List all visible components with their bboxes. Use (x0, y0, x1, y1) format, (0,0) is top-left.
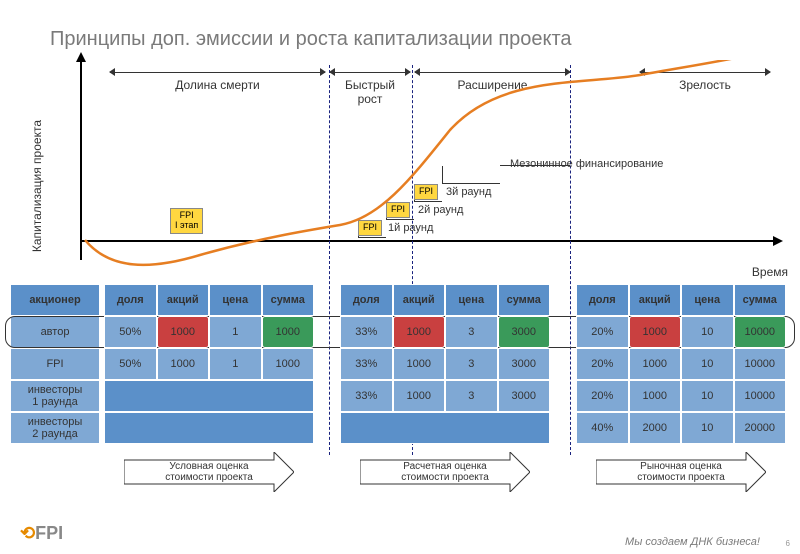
t1-r1c0: 50% (104, 348, 157, 380)
t1-r1c3: 1000 (262, 348, 315, 380)
t3-r0c3: 10000 (734, 316, 787, 348)
t2-r2c3: 3000 (498, 380, 551, 412)
t3-h1: акций (629, 284, 682, 316)
t2-r0c2: 3 (445, 316, 498, 348)
eval-arrow-1: Условная оценка стоимости проекта (124, 452, 294, 492)
t3-r1c2: 10 (681, 348, 734, 380)
t1-h2: цена (209, 284, 262, 316)
t2-r2c0: 33% (340, 380, 393, 412)
table-stage3: доля акций цена сумма 20% 1000 10 10000 … (576, 284, 786, 444)
t3-r0c2: 10 (681, 316, 734, 348)
t2-r1c0: 33% (340, 348, 393, 380)
t2-h2: цена (445, 284, 498, 316)
eval-arrow-2: Расчетная оценка стоимости проекта (360, 452, 530, 492)
page-title: Принципы доп. эмиссии и роста капитализа… (50, 28, 572, 51)
t1-r0c1: 1000 (157, 316, 210, 348)
t2-h0: доля (340, 284, 393, 316)
t1-r0c3: 1000 (262, 316, 315, 348)
t1-h0: доля (104, 284, 157, 316)
t2-h3: сумма (498, 284, 551, 316)
fpi-logo: ⟲FPI (20, 523, 63, 544)
shareholder-row-3: инвесторы 2 раунда (10, 412, 100, 444)
t3-h3: сумма (734, 284, 787, 316)
tagline: Мы создаем ДНК бизнеса! (625, 536, 760, 548)
capitalization-curve (80, 60, 780, 275)
table-stage2: доля акций цена сумма 33% 1000 3 3000 33… (340, 284, 550, 444)
t2-r1c1: 1000 (393, 348, 446, 380)
t3-r0c1: 1000 (629, 316, 682, 348)
t3-r2c2: 10 (681, 380, 734, 412)
shareholder-header: акционер (10, 284, 100, 316)
t2-r2c2: 3 (445, 380, 498, 412)
t3-h2: цена (681, 284, 734, 316)
t3-r3c1: 2000 (629, 412, 682, 444)
shareholder-row-0: автор (10, 316, 100, 348)
t1-r1c1: 1000 (157, 348, 210, 380)
table-stage1: доля акций цена сумма 50% 1000 1 1000 50… (104, 284, 314, 444)
t3-r2c3: 10000 (734, 380, 787, 412)
t2-r0c0: 33% (340, 316, 393, 348)
t2-r1c3: 3000 (498, 348, 551, 380)
y-axis-label: Капитализация проекта (30, 120, 44, 252)
t3-r3c2: 10 (681, 412, 734, 444)
t2-r0c1: 1000 (393, 316, 446, 348)
t3-r2c1: 1000 (629, 380, 682, 412)
page-number: 6 (786, 539, 790, 548)
t1-r1c2: 1 (209, 348, 262, 380)
t3-r1c3: 10000 (734, 348, 787, 380)
eval-arrow-3: Рыночная оценка стоимости проекта (596, 452, 766, 492)
t3-r3c0: 40% (576, 412, 629, 444)
t1-h3: сумма (262, 284, 315, 316)
t3-r0c0: 20% (576, 316, 629, 348)
t1-r0c2: 1 (209, 316, 262, 348)
t2-r1c2: 3 (445, 348, 498, 380)
t3-r1c0: 20% (576, 348, 629, 380)
t2-r0c3: 3000 (498, 316, 551, 348)
t2-r2c1: 1000 (393, 380, 446, 412)
t1-r0c0: 50% (104, 316, 157, 348)
shareholder-column: акционер автор FPI инвесторы 1 раунда ин… (10, 284, 100, 444)
capitalization-chart: Долина смерти Быстрый рост Расширение Зр… (80, 60, 780, 270)
t3-r1c1: 1000 (629, 348, 682, 380)
t3-r2c0: 20% (576, 380, 629, 412)
t3-h0: доля (576, 284, 629, 316)
shareholder-row-1: FPI (10, 348, 100, 380)
t2-h1: акций (393, 284, 446, 316)
t1-h1: акций (157, 284, 210, 316)
shareholder-row-2: инвесторы 1 раунда (10, 380, 100, 412)
t3-r3c3: 20000 (734, 412, 787, 444)
